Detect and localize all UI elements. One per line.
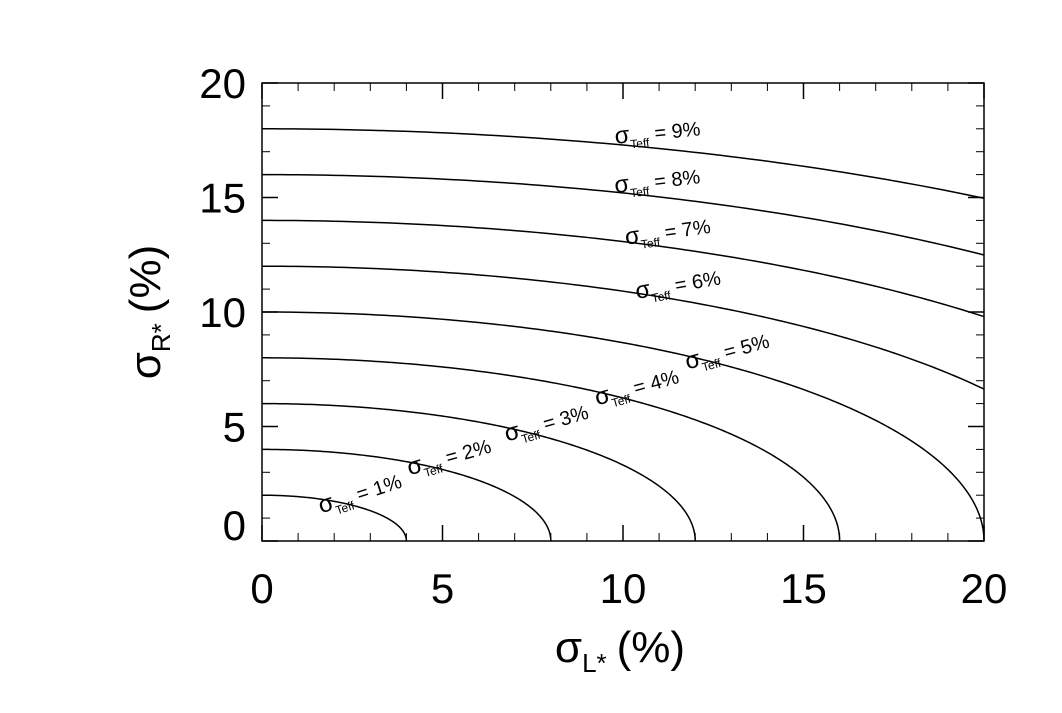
contour-label: σTeff= 3% [501, 398, 592, 450]
y-tick-label: 0 [223, 502, 246, 549]
y-tick-label: 10 [199, 289, 246, 336]
contours [262, 128, 984, 541]
contour-line [262, 357, 841, 541]
x-tick-label: 15 [780, 565, 827, 612]
contour-label: σTeff= 2% [404, 432, 495, 484]
contour-line [262, 494, 408, 541]
plot-frame [261, 82, 985, 542]
y-axis-label: σR*(%) [121, 245, 176, 380]
contour-label: σTeff= 1% [315, 467, 406, 522]
y-tick-label: 20 [199, 60, 246, 107]
contour-line [262, 173, 984, 256]
contour-label: σTeff = 7% [623, 212, 713, 254]
x-tick-label: 5 [431, 565, 454, 612]
contour-line [262, 128, 984, 200]
contour-line [262, 311, 984, 541]
contour-label: σTeff= 5% [682, 327, 773, 379]
x-tick-label: 0 [250, 565, 273, 612]
contour-line [262, 265, 984, 390]
y-tick-label: 5 [223, 404, 246, 451]
contour-label: σTeff= 4% [592, 362, 683, 414]
x-axis-label: σL* (%) [555, 623, 685, 678]
contour-line [262, 402, 696, 541]
contour-line [262, 219, 984, 318]
x-tick-label: 20 [961, 565, 1008, 612]
contour-label: σTeff = 9% [613, 114, 702, 153]
contour-label: σTeff = 8% [613, 162, 702, 202]
contour-label: σTeff= 6% [633, 263, 723, 307]
contour-line [262, 448, 552, 541]
x-tick-label: 10 [600, 565, 647, 612]
y-tick-label: 15 [199, 175, 246, 222]
